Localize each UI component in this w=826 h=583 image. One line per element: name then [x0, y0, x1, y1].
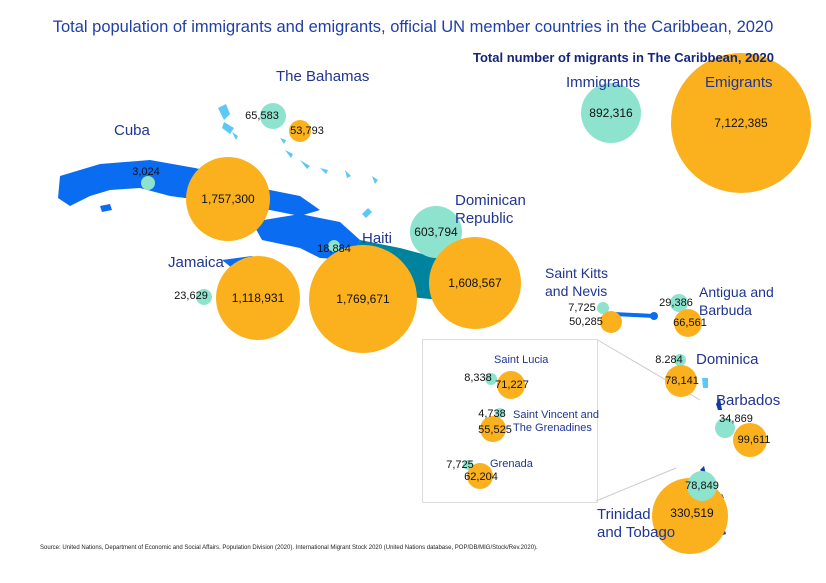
jamaica-immigrants-bubble	[196, 289, 212, 305]
saint-vincent-label: Saint Vincent and The Grenadines	[513, 409, 599, 435]
haiti-immigrants-bubble	[328, 240, 340, 252]
barbados-emigrants-bubble	[733, 423, 767, 457]
saint-lucia-immigrants-bubble	[485, 373, 497, 385]
antigua-emigrants-value: 66,561	[673, 317, 707, 329]
saint-vincent-emigrants-bubble	[480, 416, 506, 442]
bahamas-immigrants-bubble	[260, 103, 286, 129]
jamaica-emigrants-bubble	[216, 256, 300, 340]
cuba-immigrants-bubble	[141, 176, 155, 190]
dominican-republic-label-line2: Republic	[455, 210, 514, 227]
saint-kitts-emigrants-value: 50,285	[569, 316, 603, 328]
trinidad-immigrants-bubble	[687, 471, 717, 501]
immigrants-legend-label: Immigrants	[566, 74, 641, 91]
trinidad-immigrants-value: 78,849	[685, 480, 719, 492]
saint-lucia-emigrants-value: 71,227	[495, 379, 529, 391]
haiti-immigrants-value: 18,884	[317, 243, 351, 255]
dominica-emigrants-value: 78,141	[665, 375, 699, 387]
saint-lucia-label: Saint Lucia	[494, 354, 549, 366]
total-immigrants-value: 892,316	[589, 106, 633, 120]
saint-vincent-label-line1: Saint Vincent and	[513, 409, 600, 421]
haiti-label: Haiti	[362, 230, 393, 247]
chart-title: Total population of immigrants and emigr…	[52, 18, 774, 36]
bahamas-emigrants-bubble	[289, 120, 311, 142]
saint-lucia-immigrants-value: 8,338	[464, 372, 492, 384]
dominican-republic-emigrants-value: 1,608,567	[448, 276, 502, 290]
saint-kitts-label: Saint Kitts and Nevis	[545, 264, 608, 300]
antigua-label-line1: Antigua and	[699, 284, 774, 300]
saint-kitts-label-line1: Saint Kitts	[545, 265, 609, 281]
grenada-emigrants-value: 62,204	[464, 471, 498, 483]
antigua-label-line2: Barbuda	[699, 302, 752, 318]
trinidad-label-line2: and Tobago	[597, 524, 676, 541]
total-immigrants-bubble	[581, 83, 641, 143]
bahamas-islands	[218, 104, 708, 388]
dominican-republic-label-line1: Dominican	[455, 192, 526, 209]
trinidad-label-line1: Trinidad	[597, 506, 651, 523]
bahamas-emigrants-value: 53,793	[290, 125, 324, 137]
saint-vincent-immigrants-bubble	[495, 408, 505, 418]
saint-vincent-label-line2: The Grenadines	[513, 422, 592, 434]
saint-kitts-immigrants-value: 7,725	[568, 302, 596, 314]
grenada-emigrants-bubble	[467, 463, 493, 489]
antigua-label: Antigua and Barbuda	[699, 283, 774, 319]
saint-kitts-emigrants-bubble	[600, 311, 622, 333]
chart-subtitle: Total number of migrants in The Caribbea…	[473, 50, 774, 65]
total-emigrants-bubble	[671, 53, 811, 193]
source-note: Source: United Nations, Department of Ec…	[40, 545, 538, 551]
haiti-emigrants-value: 1,769,671	[336, 292, 390, 306]
total-emigrants-value: 7,122,385	[714, 116, 768, 130]
inset-box	[422, 339, 598, 503]
saint-vincent-emigrants-value: 55,525	[478, 424, 512, 436]
antigua-immigrants-bubble	[670, 294, 688, 312]
barbados-immigrants-value: 34,869	[719, 413, 753, 425]
saint-lucia-emigrants-bubble	[497, 371, 525, 399]
barbados-label: Barbados	[716, 392, 781, 409]
dominica-label: Dominica	[696, 351, 759, 368]
barbados-immigrants-bubble	[715, 418, 735, 438]
bahamas-immigrants-value: 65,583	[245, 110, 279, 122]
cuba-emigrants-value: 1,757,300	[201, 192, 255, 206]
antigua-emigrants-bubble	[674, 309, 702, 337]
dominican-republic-label: Dominican Republic	[455, 192, 526, 228]
grenada-immigrants-bubble	[463, 460, 473, 470]
dominican-republic-emigrants-bubble	[429, 237, 521, 329]
jamaica-immigrants-value: 23,629	[174, 290, 208, 302]
grenada-immigrants-value: 7,725	[446, 459, 474, 471]
saint-kitts-label-line2: and Nevis	[545, 283, 608, 299]
bahamas-label: The Bahamas	[276, 68, 370, 85]
trinidad-emigrants-value: 330,519	[670, 506, 714, 520]
saint-vincent-immigrants-value: 4,738	[478, 408, 506, 420]
emigrants-legend-label: Emigrants	[705, 74, 773, 91]
dominica-immigrants-value: 8.284	[655, 354, 683, 366]
barbados-emigrants-value: 99,611	[737, 434, 771, 446]
trinidad-label: Trinidad and Tobago	[597, 506, 675, 542]
cuba-label: Cuba	[114, 122, 150, 139]
haiti-emigrants-bubble	[309, 245, 417, 353]
antigua-immigrants-value: 29,386	[659, 297, 693, 309]
cuba-immigrants-value: 3,024	[132, 166, 160, 178]
dominican-republic-immigrants-value: 603,794	[414, 225, 458, 239]
dominica-emigrants-bubble	[665, 365, 697, 397]
dominica-immigrants-bubble	[674, 354, 686, 366]
cuba-emigrants-bubble	[186, 157, 270, 241]
grenada-label: Grenada	[490, 458, 533, 470]
jamaica-emigrants-value: 1,118,931	[231, 291, 285, 305]
jamaica-label: Jamaica	[168, 254, 224, 271]
